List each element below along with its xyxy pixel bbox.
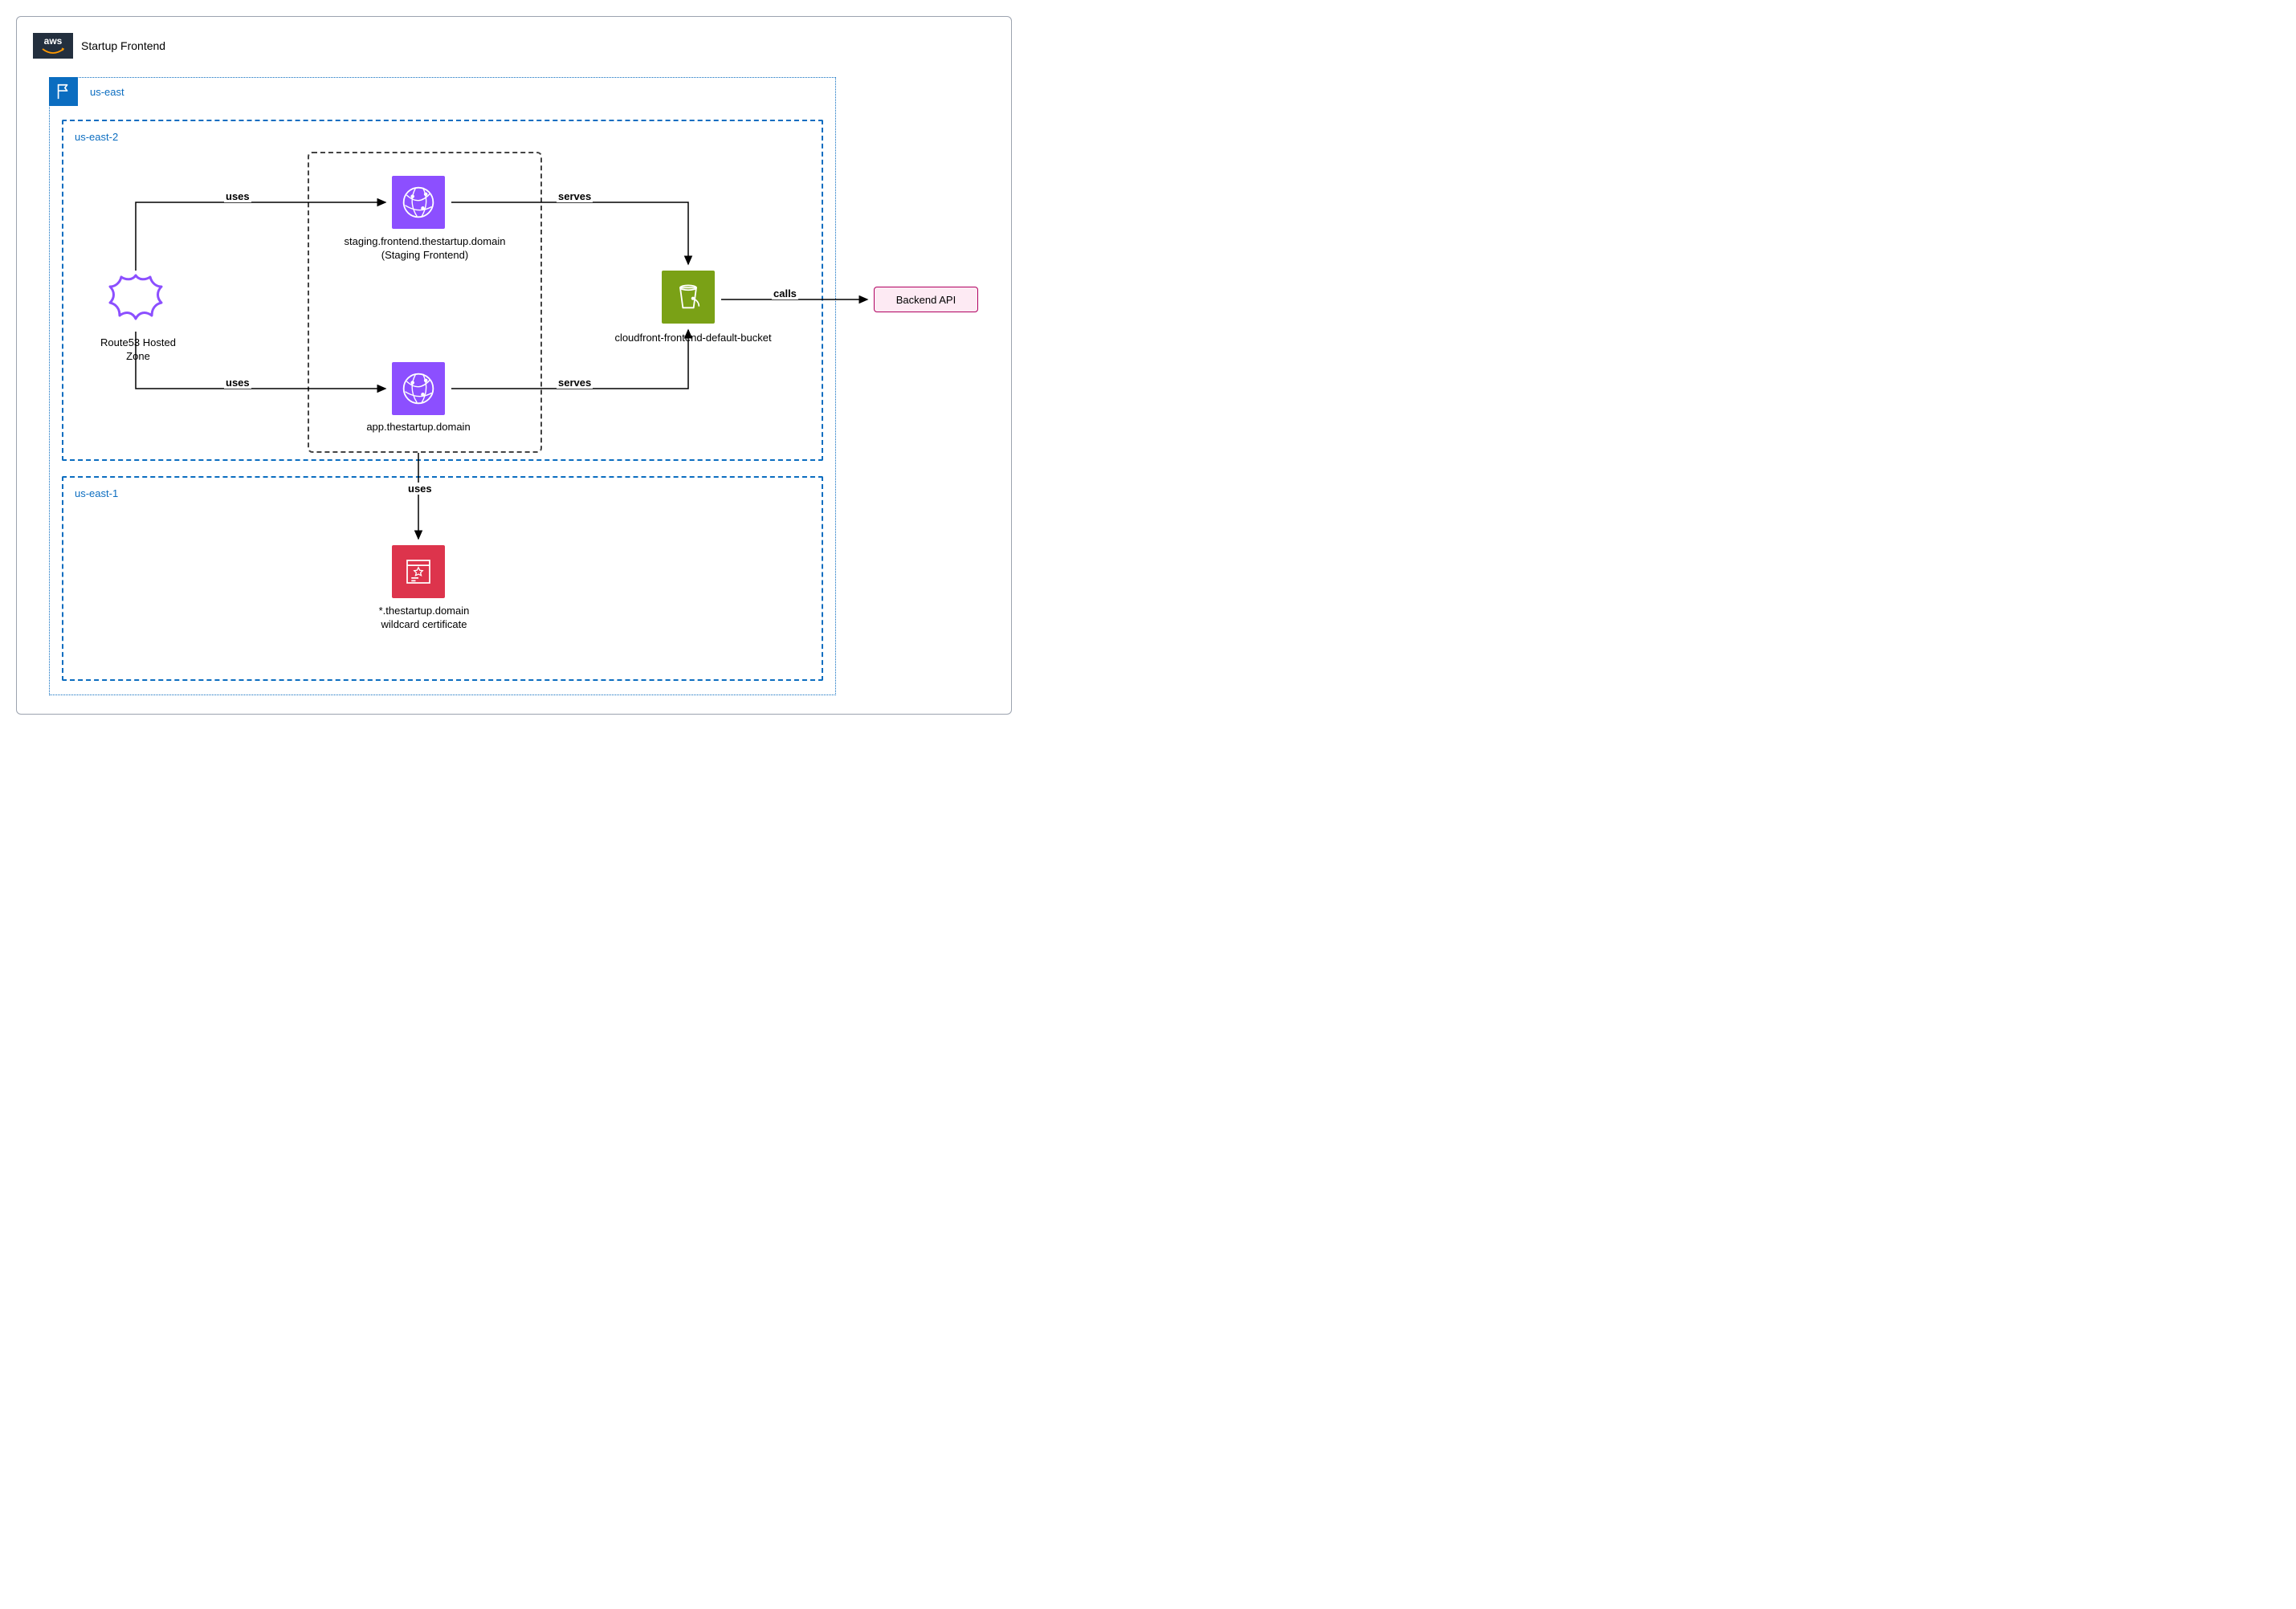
cloudfront-staging-label: staging.frontend.thestartup.domain (Stag… [332,235,518,263]
edge-label-calls: calls [772,287,798,299]
edge-label-uses-cert: uses [406,483,434,495]
certificate-label: *.thestartup.domain wildcard certificate [364,605,484,632]
s3-bucket-icon [662,271,715,324]
backend-api-node: Backend API [874,287,978,312]
s3-bucket-label: cloudfront-frontend-default-bucket [597,332,789,345]
backend-api-label: Backend API [896,294,956,306]
edge-label-serves-top: serves [557,190,593,202]
aws-logo-text: aws [44,36,63,46]
cloud-title: Startup Frontend [81,39,165,52]
az-label-us-east-1: us-east-1 [75,487,118,499]
edge-label-uses-bottom: uses [224,377,251,389]
certificate-icon [392,545,445,598]
architecture-diagram: aws Startup Frontend us-east us-east-2 u… [16,16,1012,715]
region-flag-icon [49,77,78,106]
aws-logo-badge: aws [33,33,73,59]
edge-label-serves-bottom: serves [557,377,593,389]
region-label: us-east [90,86,124,98]
route53-icon [105,271,166,332]
edge-label-uses-top: uses [224,190,251,202]
cloudfront-app-icon [392,362,445,415]
cloudfront-app-label: app.thestartup.domain [354,421,483,434]
route53-label: Route53 Hosted Zone [86,336,190,364]
cloudfront-staging-icon [392,176,445,229]
az-label-us-east-2: us-east-2 [75,131,118,143]
